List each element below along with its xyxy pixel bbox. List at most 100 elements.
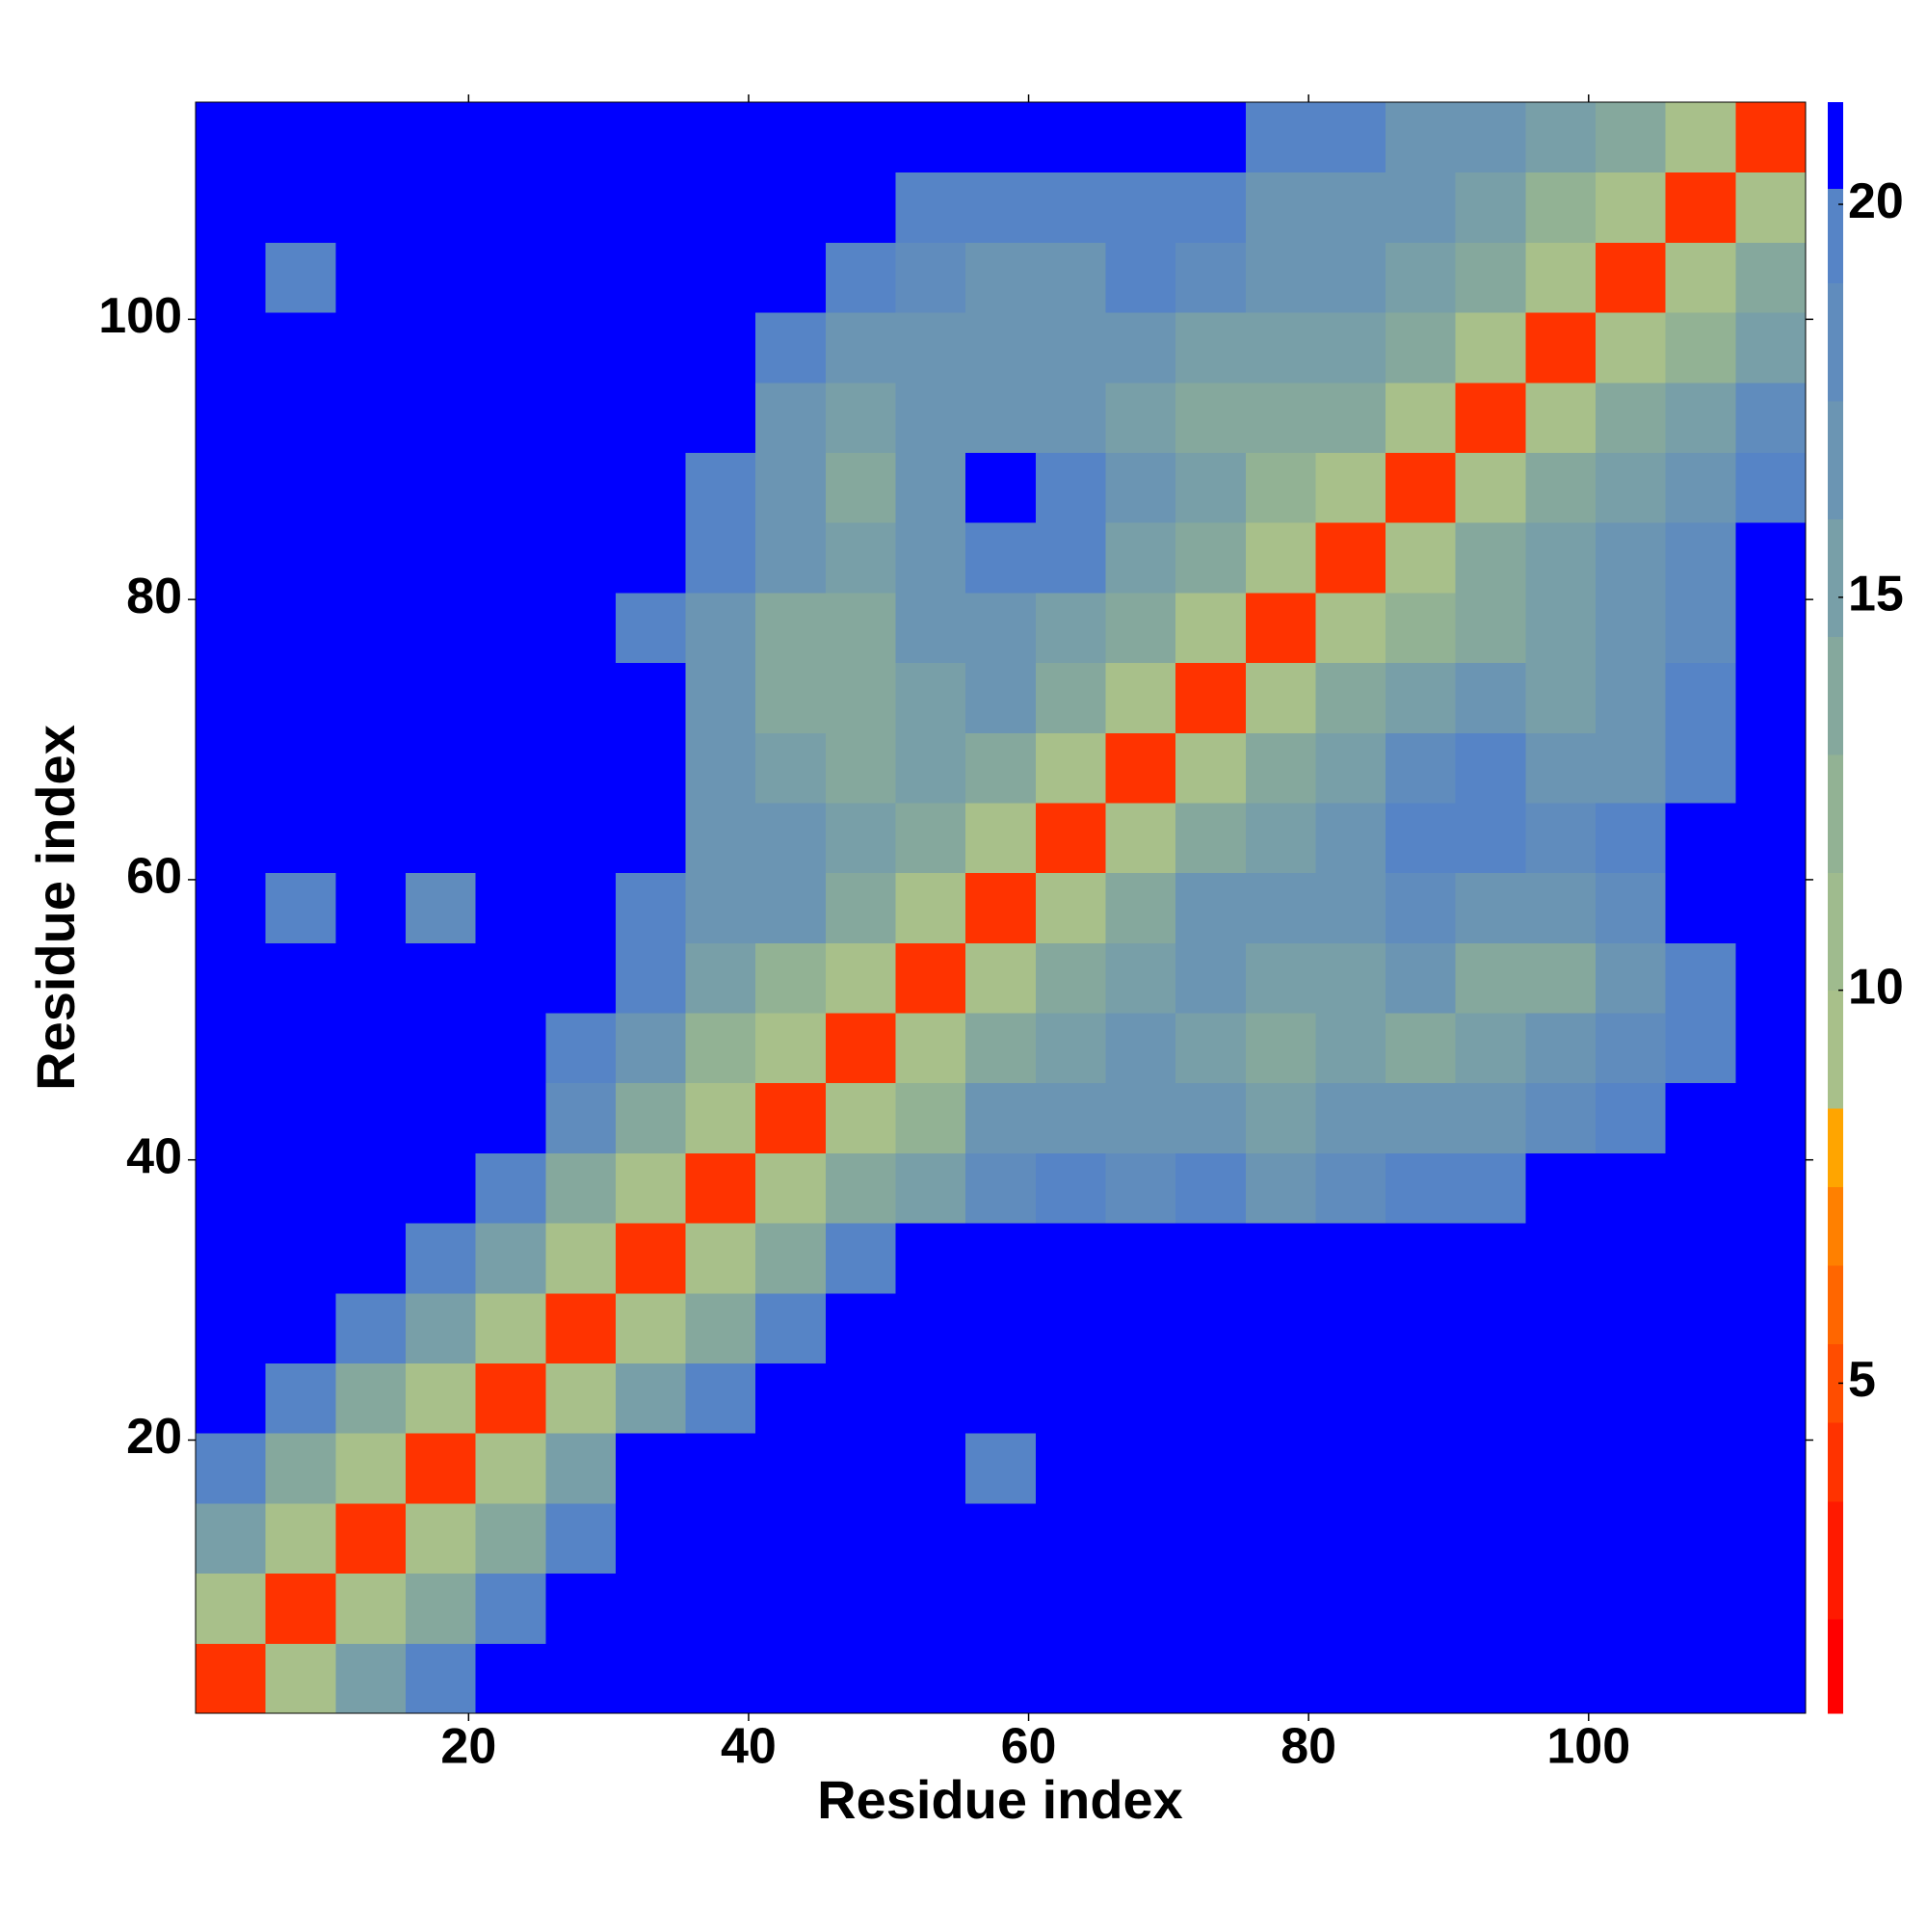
cell xyxy=(1386,382,1457,453)
cell xyxy=(1175,802,1247,874)
cell xyxy=(1105,1433,1176,1504)
cell xyxy=(1035,1013,1106,1084)
cell xyxy=(1245,872,1316,943)
cell xyxy=(895,1643,966,1714)
cell xyxy=(1035,662,1106,733)
colorbar-segment xyxy=(1828,1186,1843,1266)
cell xyxy=(1665,312,1736,384)
cell xyxy=(1386,1573,1457,1644)
cell xyxy=(1735,1573,1807,1644)
cell xyxy=(685,942,756,1014)
cell xyxy=(1245,312,1316,384)
colorbar-tick-label: 15 xyxy=(1848,567,1904,622)
cell xyxy=(1665,732,1736,804)
cell xyxy=(196,802,267,874)
cell xyxy=(1105,1502,1176,1575)
cell xyxy=(545,732,617,804)
cell xyxy=(545,242,617,313)
cell xyxy=(1315,1152,1386,1224)
cell xyxy=(1525,872,1597,943)
x-tick-label: 100 xyxy=(1546,1719,1630,1775)
cell xyxy=(405,452,477,523)
cell xyxy=(825,452,897,523)
cell xyxy=(1596,1082,1667,1153)
cell xyxy=(1596,1502,1667,1575)
x-axis-title: Residue index xyxy=(817,1769,1183,1830)
cell xyxy=(475,592,546,664)
cell xyxy=(265,1433,336,1504)
cell xyxy=(196,872,267,943)
cell xyxy=(965,1433,1037,1504)
cell xyxy=(265,382,336,453)
cell xyxy=(1735,1223,1807,1294)
cell xyxy=(1455,242,1526,313)
cell xyxy=(895,312,966,384)
cell xyxy=(615,1363,687,1434)
cell xyxy=(965,312,1037,384)
cell xyxy=(1455,522,1526,594)
cell xyxy=(755,942,827,1014)
cell xyxy=(825,242,897,313)
cell xyxy=(196,452,267,523)
cell xyxy=(196,1433,267,1504)
cell xyxy=(1665,592,1736,664)
cell xyxy=(405,1223,477,1294)
cell xyxy=(895,662,966,733)
cell xyxy=(265,872,336,943)
cell xyxy=(335,1643,407,1714)
cell xyxy=(1105,1292,1176,1364)
cell xyxy=(265,312,336,384)
cell xyxy=(1386,172,1457,243)
cell xyxy=(475,1573,546,1644)
cell xyxy=(1315,102,1386,173)
cell xyxy=(1525,1502,1597,1575)
cell xyxy=(1455,102,1526,173)
cell xyxy=(685,1643,756,1714)
cell xyxy=(1735,1152,1807,1224)
colorbar-segment xyxy=(1828,1619,1843,1714)
cell xyxy=(965,802,1037,874)
cell xyxy=(1315,1082,1386,1153)
cell xyxy=(895,242,966,313)
cell xyxy=(1596,942,1667,1014)
cell xyxy=(1035,172,1106,243)
cell xyxy=(755,172,827,243)
cell xyxy=(335,872,407,943)
cell xyxy=(545,662,617,733)
cell xyxy=(1175,732,1247,804)
cell xyxy=(335,662,407,733)
cell xyxy=(1105,102,1176,173)
cell xyxy=(1105,172,1176,243)
cell xyxy=(405,172,477,243)
cell xyxy=(1386,312,1457,384)
cell xyxy=(1175,1082,1247,1153)
cell xyxy=(685,1433,756,1504)
colorbar-segment xyxy=(1828,518,1843,638)
cell xyxy=(1665,1152,1736,1224)
cell xyxy=(545,1573,617,1644)
cell xyxy=(1315,1433,1386,1504)
cell xyxy=(1596,102,1667,173)
cell xyxy=(1245,1643,1316,1714)
cell xyxy=(895,172,966,243)
cell xyxy=(1315,242,1386,313)
cell xyxy=(1315,802,1386,874)
cell xyxy=(1105,662,1176,733)
cell xyxy=(475,452,546,523)
cell xyxy=(1386,1082,1457,1153)
cell xyxy=(1525,102,1597,173)
cell xyxy=(1455,1082,1526,1153)
cell xyxy=(1735,1363,1807,1434)
cell xyxy=(685,1152,756,1224)
y-axis-title: Residue index xyxy=(25,725,86,1091)
cell xyxy=(265,1292,336,1364)
cell xyxy=(615,242,687,313)
cell xyxy=(965,872,1037,943)
cell xyxy=(1735,1082,1807,1153)
cell xyxy=(1035,1292,1106,1364)
cell xyxy=(1035,102,1106,173)
cell xyxy=(755,1152,827,1224)
cell xyxy=(685,662,756,733)
cell xyxy=(475,1433,546,1504)
cell xyxy=(1105,382,1176,453)
